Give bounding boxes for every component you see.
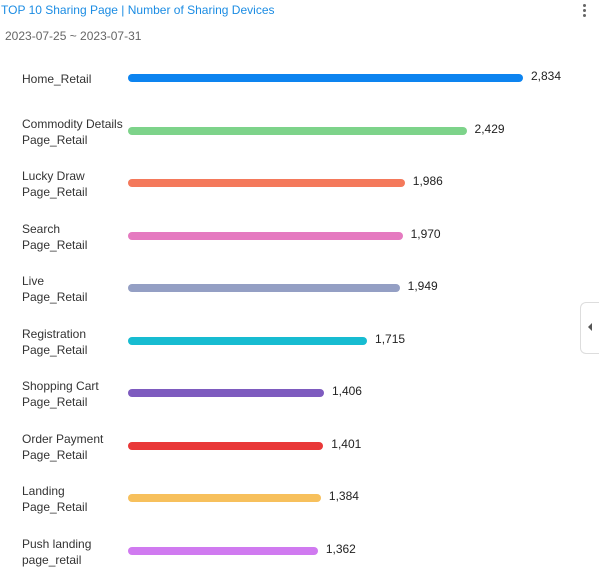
bar: [128, 546, 318, 555]
value-label: 1,384: [328, 489, 359, 503]
menu-button[interactable]: [583, 4, 587, 19]
value-label: 1,986: [412, 174, 443, 188]
value-label: 1,715: [375, 331, 406, 346]
category-label: Live Page_Retail: [22, 274, 88, 304]
value-label: 1,362: [325, 541, 356, 556]
category-label: Registration Page_Retail: [22, 326, 88, 357]
bar: [128, 179, 405, 187]
bar: [128, 389, 324, 397]
bar: [128, 126, 467, 135]
category-label: Shopping Cart Page_Retail: [22, 379, 99, 409]
value-label: 2,429: [474, 121, 505, 136]
bar: [128, 284, 400, 292]
category-label: Commodity Details Page_Retail: [22, 116, 123, 147]
category-label: Landing Page_Retail: [22, 484, 88, 514]
value-label: 2,834: [531, 69, 562, 83]
category-label: Push landing page_retail: [22, 536, 92, 567]
category-label: Search Page_Retail: [22, 221, 88, 252]
bar: [128, 494, 321, 502]
bar: [128, 74, 523, 82]
chart-title: TOP 10 Sharing Page | Number of Sharing …: [1, 3, 275, 17]
category-label: Home_Retail: [22, 72, 92, 86]
chart-subtitle: 2023-07-25 ~ 2023-07-31: [5, 29, 142, 43]
value-label: 1,970: [410, 226, 441, 241]
value-label: 1,401: [331, 436, 362, 451]
category-label: Lucky Draw Page_Retail: [22, 169, 88, 199]
value-label: 1,406: [331, 384, 362, 398]
bar: [128, 336, 368, 345]
side-panel-toggle[interactable]: [580, 302, 599, 354]
bar: [128, 441, 324, 450]
category-label: Order Payment Page_Retail: [22, 431, 104, 462]
bar: [128, 231, 403, 240]
value-label: 1,949: [407, 279, 438, 293]
